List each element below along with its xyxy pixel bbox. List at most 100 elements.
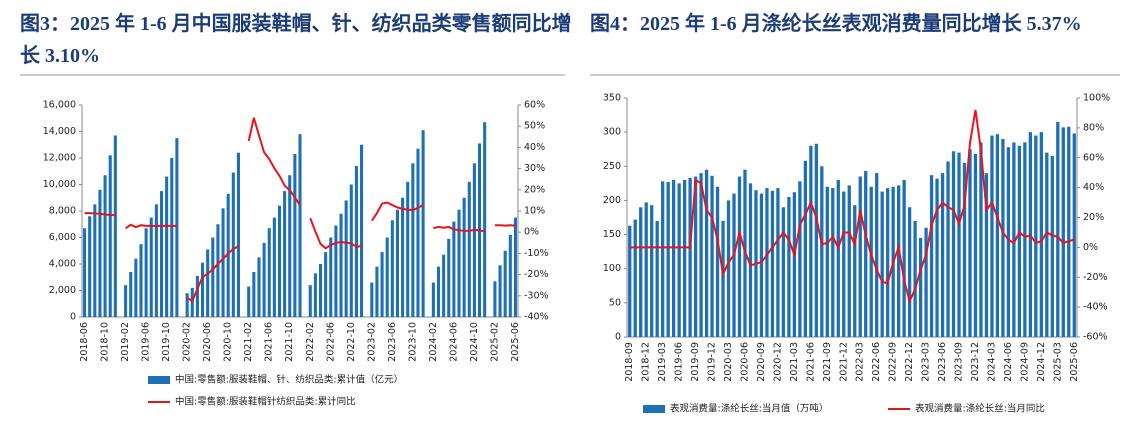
bar [979, 142, 983, 337]
y2-tick-label: 40% [524, 142, 545, 153]
x-tick-label: 2018-06 [79, 322, 90, 362]
bar [457, 209, 461, 317]
bar [809, 145, 813, 337]
bar [211, 237, 215, 317]
bar [375, 266, 379, 317]
chart-title: 图4：2025 年 1-6 月涤纶长丝表观消费量同比增长 5.37% [590, 13, 1082, 35]
bar [385, 237, 389, 317]
bar [973, 153, 978, 337]
bar [360, 144, 364, 317]
bar [231, 172, 235, 317]
bar [170, 158, 174, 317]
bar [339, 213, 343, 317]
y2-tick-label: -30% [524, 290, 549, 301]
bar [748, 183, 753, 337]
bar [984, 173, 989, 337]
x-tick-label: 2020-06 [202, 322, 213, 362]
bar [688, 177, 692, 337]
y2-tick-label: 40% [1083, 182, 1104, 193]
y-tick-label: 8,000 [49, 206, 76, 217]
x-tick-label: 2020-12 [772, 342, 783, 382]
bar [1034, 135, 1038, 337]
y2-tick-label: 10% [524, 206, 545, 217]
x-tick-label: 2022-10 [346, 322, 357, 362]
bar [154, 204, 158, 317]
bar [113, 135, 117, 317]
bar [1050, 156, 1054, 337]
bar [144, 228, 148, 317]
bar [957, 152, 961, 337]
bar [411, 163, 415, 317]
bar [820, 166, 824, 337]
bar [344, 200, 348, 317]
bar [699, 173, 703, 337]
bar [875, 173, 879, 337]
bar [201, 262, 205, 317]
bar [995, 134, 1000, 337]
bar [968, 149, 972, 337]
bar [513, 217, 517, 317]
x-tick-label: 2021-10 [284, 322, 295, 362]
bar [442, 254, 446, 317]
x-tick-label: 2021-06 [805, 342, 816, 382]
line [629, 109, 1075, 305]
bar [962, 162, 967, 337]
x-tick-label: 2024-12 [1036, 342, 1047, 382]
y2-tick-label: -60% [1083, 332, 1108, 343]
bar [431, 282, 435, 317]
x-tick-label: 2025-06 [510, 322, 521, 362]
x-tick-label: 2023-06 [937, 342, 948, 382]
bar [682, 179, 687, 337]
bar [236, 152, 240, 317]
bar [103, 175, 107, 317]
bar [1006, 147, 1011, 337]
x-tick-label: 2020-06 [739, 342, 750, 382]
bar [951, 151, 956, 337]
y-tick-label: 4,000 [49, 259, 76, 270]
bar [1067, 126, 1071, 338]
bar [277, 205, 282, 317]
bar [1017, 145, 1022, 337]
y2-tick-label: -40% [524, 312, 549, 323]
bar [190, 287, 194, 317]
x-tick-label: 2019-09 [690, 342, 701, 382]
bar [710, 175, 714, 337]
bar [98, 189, 102, 317]
x-tick-label: 2023-12 [970, 342, 981, 382]
bar [666, 181, 670, 337]
bar [759, 193, 764, 337]
bar [267, 228, 271, 317]
bar [869, 186, 873, 337]
x-tick-label: 2021-12 [838, 342, 849, 382]
bar [272, 217, 276, 317]
x-tick-label: 2023-03 [921, 342, 932, 382]
y-tick-label: 200 [603, 195, 621, 206]
y2-tick-label: -10% [524, 248, 549, 259]
bar [946, 161, 950, 337]
bar [134, 258, 138, 317]
y-tick-label: 16,000 [43, 100, 76, 111]
bar [283, 191, 287, 317]
y2-tick-label: 80% [1083, 122, 1104, 133]
bar [185, 293, 189, 317]
bar [639, 207, 643, 337]
bar [770, 190, 775, 337]
y2-tick-label: 60% [1083, 152, 1104, 163]
x-tick-label: 2018-09 [624, 342, 635, 382]
bar [493, 281, 497, 317]
bar [1023, 142, 1027, 337]
bar [1012, 142, 1016, 337]
bar [221, 208, 225, 317]
x-tick-label: 2024-09 [1019, 342, 1030, 382]
bar [83, 228, 87, 317]
bar [416, 148, 420, 317]
bar [257, 257, 261, 317]
bar [836, 179, 840, 337]
bar [693, 176, 698, 337]
x-tick-label: 2023-09 [954, 342, 965, 382]
bar [1061, 127, 1065, 337]
chart-title: 图3：2025 年 1-6 月中国服装鞋帽、针、纺织品类零售额同比增长 3.10… [20, 13, 572, 67]
x-tick-label: 2025-06 [1069, 342, 1080, 382]
bar [206, 249, 210, 317]
bar [1045, 152, 1049, 337]
